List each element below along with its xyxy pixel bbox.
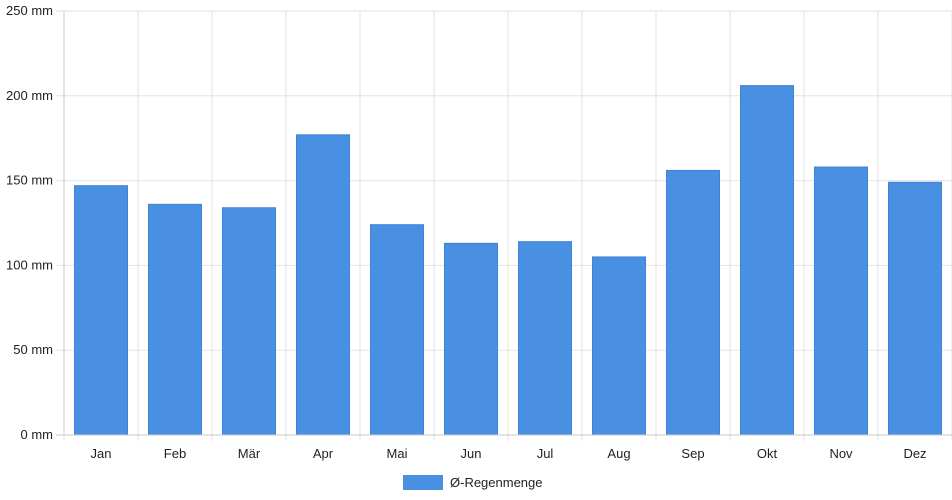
bar-nov[interactable] — [814, 166, 868, 436]
bar-apr[interactable] — [296, 134, 350, 436]
y-tick-label: 250 mm — [6, 3, 53, 18]
y-tick-label: 100 mm — [6, 257, 53, 272]
x-tick-label: Jan — [91, 446, 112, 461]
bars — [74, 85, 942, 436]
bar-mai[interactable] — [370, 224, 424, 436]
bar-mär[interactable] — [222, 207, 276, 436]
x-tick-label: Okt — [757, 446, 778, 461]
y-tick-label: 50 mm — [13, 342, 53, 357]
bar-aug[interactable] — [592, 256, 646, 436]
grid — [56, 10, 952, 441]
x-tick-label: Jun — [461, 446, 482, 461]
bar-okt[interactable] — [740, 85, 794, 436]
x-tick-label: Aug — [607, 446, 630, 461]
bar-dez[interactable] — [888, 181, 942, 436]
bar-feb[interactable] — [148, 203, 202, 436]
x-tick-label: Dez — [903, 446, 926, 461]
bar-sep[interactable] — [666, 169, 720, 436]
y-tick-label: 0 mm — [21, 427, 54, 442]
bar-jun[interactable] — [444, 242, 498, 436]
x-tick-label: Feb — [164, 446, 186, 461]
legend-label: Ø-Regenmenge — [450, 475, 543, 490]
x-tick-label: Jul — [537, 446, 554, 461]
axes: 0 mm 50 mm 100 mm 150 mm 200 mm 250 mm Jan Feb M… — [6, 3, 952, 461]
x-tick-label: Sep — [681, 446, 704, 461]
legend[interactable]: Ø-Regenmenge — [403, 475, 543, 490]
x-tick-label: Nov — [829, 446, 853, 461]
legend-swatch — [403, 475, 443, 490]
y-tick-label: 150 mm — [6, 173, 53, 188]
x-tick-label: Apr — [313, 446, 334, 461]
bar-jul[interactable] — [518, 241, 572, 436]
x-tick-label: Mär — [238, 446, 261, 461]
x-tick-label: Mai — [387, 446, 408, 461]
y-tick-label: 200 mm — [6, 88, 53, 103]
bar-jan[interactable] — [74, 185, 128, 436]
